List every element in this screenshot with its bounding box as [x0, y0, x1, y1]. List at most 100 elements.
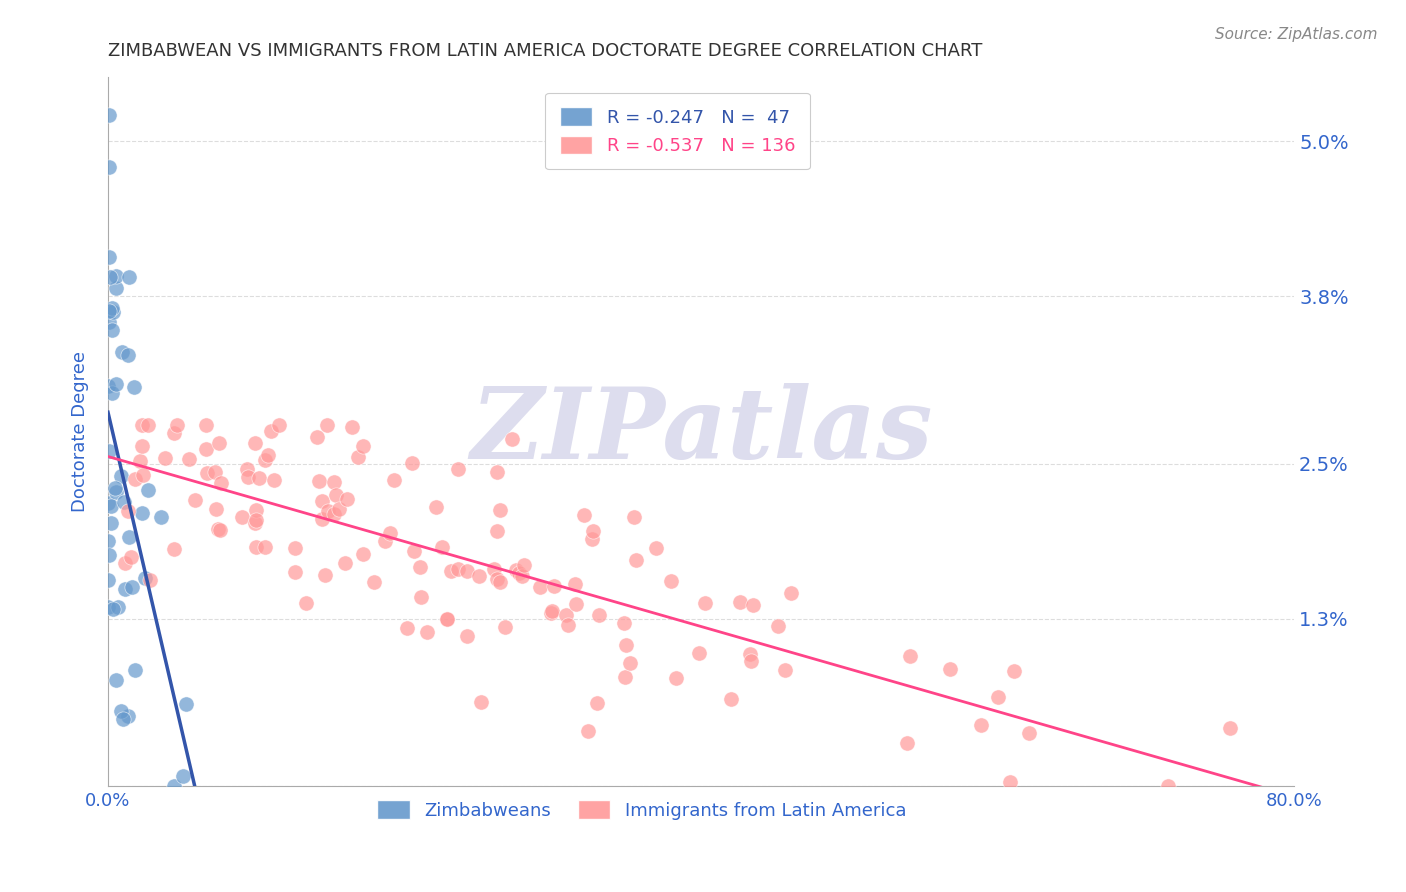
Text: ZIPatlas: ZIPatlas: [470, 384, 932, 480]
Point: [898, 649, 921, 664]
Point: [380, 526, 402, 541]
Point: [555, 608, 578, 623]
Point: [131, 418, 153, 433]
Point: [447, 562, 470, 576]
Legend: Zimbabweans, Immigrants from Latin America: Zimbabweans, Immigrants from Latin Ameri…: [363, 786, 921, 834]
Point: [720, 692, 742, 706]
Point: [131, 507, 153, 521]
Point: [374, 533, 396, 548]
Point: [105, 673, 128, 687]
Point: [98, 108, 121, 122]
Point: [325, 488, 347, 502]
Point: [131, 439, 153, 453]
Point: [529, 580, 551, 594]
Point: [245, 516, 267, 530]
Point: [432, 541, 454, 555]
Point: [987, 690, 1010, 705]
Point: [314, 567, 336, 582]
Point: [245, 512, 267, 526]
Point: [740, 654, 762, 668]
Y-axis label: Doctorate Degree: Doctorate Degree: [72, 351, 89, 512]
Point: [352, 438, 374, 452]
Point: [998, 775, 1021, 789]
Point: [688, 646, 710, 660]
Point: [118, 270, 141, 285]
Point: [484, 562, 506, 576]
Point: [644, 541, 666, 555]
Point: [122, 380, 145, 394]
Point: [107, 600, 129, 615]
Point: [624, 552, 647, 566]
Point: [1219, 721, 1241, 735]
Point: [402, 544, 425, 558]
Point: [572, 508, 595, 522]
Point: [112, 712, 135, 726]
Point: [581, 532, 603, 546]
Point: [124, 472, 146, 486]
Point: [121, 581, 143, 595]
Point: [163, 541, 186, 556]
Point: [564, 577, 586, 591]
Point: [208, 436, 231, 450]
Point: [382, 474, 405, 488]
Point: [436, 612, 458, 626]
Point: [98, 443, 121, 458]
Point: [779, 586, 801, 600]
Point: [247, 471, 270, 485]
Point: [253, 453, 276, 467]
Point: [101, 301, 124, 315]
Point: [236, 470, 259, 484]
Point: [588, 607, 610, 622]
Point: [336, 491, 359, 506]
Point: [613, 670, 636, 684]
Point: [308, 475, 330, 489]
Point: [194, 442, 217, 456]
Point: [117, 348, 139, 362]
Text: ZIMBABWEAN VS IMMIGRANTS FROM LATIN AMERICA DOCTORATE DEGREE CORRELATION CHART: ZIMBABWEAN VS IMMIGRANTS FROM LATIN AMER…: [108, 42, 983, 60]
Point: [416, 625, 439, 640]
Point: [1018, 725, 1040, 739]
Point: [254, 540, 277, 554]
Point: [163, 780, 186, 794]
Point: [352, 547, 374, 561]
Point: [728, 594, 751, 608]
Point: [740, 647, 762, 661]
Point: [775, 663, 797, 677]
Point: [128, 454, 150, 468]
Point: [257, 448, 280, 462]
Point: [456, 564, 478, 578]
Point: [110, 344, 132, 359]
Point: [396, 621, 419, 635]
Point: [468, 569, 491, 583]
Point: [401, 456, 423, 470]
Point: [98, 303, 121, 318]
Point: [150, 510, 173, 524]
Point: [295, 596, 318, 610]
Point: [97, 379, 120, 393]
Point: [245, 435, 267, 450]
Point: [263, 474, 285, 488]
Point: [557, 617, 579, 632]
Point: [311, 494, 333, 508]
Point: [104, 281, 127, 295]
Point: [104, 269, 127, 284]
Point: [98, 315, 121, 329]
Point: [347, 450, 370, 464]
Point: [101, 386, 124, 401]
Point: [540, 604, 562, 618]
Point: [245, 540, 267, 554]
Point: [582, 524, 605, 538]
Point: [363, 575, 385, 590]
Point: [118, 530, 141, 544]
Point: [97, 599, 120, 614]
Point: [260, 424, 283, 438]
Point: [447, 462, 470, 476]
Point: [117, 708, 139, 723]
Point: [766, 619, 789, 633]
Point: [174, 698, 197, 712]
Point: [485, 572, 508, 586]
Point: [105, 376, 128, 391]
Text: 0.0%: 0.0%: [86, 792, 131, 810]
Point: [184, 493, 207, 508]
Point: [896, 736, 918, 750]
